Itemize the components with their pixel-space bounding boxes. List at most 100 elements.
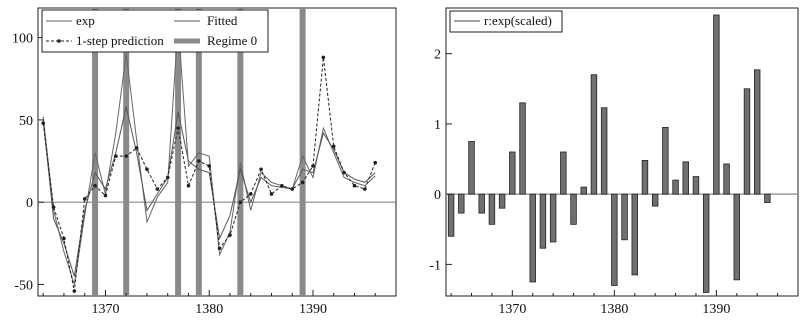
series-line-fitted bbox=[42, 106, 376, 277]
y-tick-label: 100 bbox=[12, 32, 33, 47]
regime-band bbox=[299, 8, 306, 296]
residual-bar bbox=[570, 193, 577, 225]
prediction-point bbox=[93, 183, 97, 188]
residual-bar bbox=[549, 193, 557, 243]
prediction-point bbox=[197, 159, 201, 163]
residual-bar bbox=[672, 179, 679, 195]
prediction-point bbox=[103, 193, 108, 198]
residual-bar bbox=[682, 161, 689, 195]
right-plot-frame bbox=[445, 7, 799, 297]
x-tick-label: 1380 bbox=[600, 302, 628, 317]
y-tick-label: -1 bbox=[429, 258, 441, 273]
residual-bar bbox=[631, 193, 638, 276]
y-tick-label: 0 bbox=[434, 188, 441, 203]
prediction-point bbox=[134, 146, 139, 150]
prediction-point bbox=[290, 187, 295, 191]
residual-bar bbox=[753, 69, 761, 195]
regime-band bbox=[195, 8, 202, 296]
legend-marker-prediction bbox=[57, 39, 61, 43]
prediction-point bbox=[352, 183, 357, 188]
prediction-point bbox=[280, 183, 284, 188]
right-legend: r:exp(scaled) bbox=[449, 10, 563, 33]
residual-bar bbox=[580, 186, 587, 195]
prediction-point bbox=[176, 126, 180, 130]
residual-bar bbox=[539, 193, 547, 249]
x-axis-ticks: 1370 1380 1390 bbox=[42, 290, 397, 317]
residual-bar bbox=[458, 193, 465, 214]
residual-bar bbox=[764, 193, 771, 203]
x-tick-label: 1390 bbox=[299, 302, 327, 317]
residual-bar bbox=[611, 193, 618, 286]
residual-bar bbox=[723, 163, 730, 195]
regime-band bbox=[175, 8, 182, 296]
legend-label-regime: Regime 0 bbox=[207, 33, 257, 48]
legend-label-fitted: Fitted bbox=[207, 13, 238, 28]
residual-bar bbox=[498, 193, 506, 209]
x-tick-label: 1380 bbox=[195, 302, 223, 317]
series-line-1-step-prediction bbox=[42, 57, 376, 292]
prediction-point bbox=[124, 154, 129, 158]
prediction-point bbox=[269, 192, 274, 196]
y-axis-ticks: -50 0 50 100 bbox=[12, 32, 44, 293]
prediction-point bbox=[41, 121, 45, 125]
residual-bar bbox=[702, 193, 710, 293]
prediction-point bbox=[331, 144, 336, 149]
y-tick-label: 1 bbox=[434, 118, 441, 133]
residual-bar bbox=[447, 193, 455, 237]
residual-bar bbox=[713, 14, 720, 195]
prediction-point bbox=[238, 200, 243, 204]
residual-bar bbox=[641, 160, 649, 195]
left-plot-frame bbox=[37, 7, 397, 297]
prediction-point bbox=[82, 197, 87, 201]
prediction-point bbox=[321, 55, 326, 60]
legend-label-prediction: 1-step prediction bbox=[76, 33, 164, 48]
residual-bar bbox=[560, 151, 567, 195]
prediction-point bbox=[207, 164, 212, 168]
y-tick-label: 50 bbox=[19, 114, 33, 129]
legend-label-residual: r:exp(scaled) bbox=[484, 13, 552, 28]
residual-bar bbox=[662, 127, 669, 195]
regime-band bbox=[92, 8, 99, 296]
prediction-point bbox=[363, 187, 367, 191]
regime-bands bbox=[92, 8, 306, 296]
prediction-point bbox=[217, 246, 222, 251]
prediction-point bbox=[165, 175, 170, 180]
legend-box bbox=[41, 9, 269, 53]
x-axis-ticks: 1370 1380 1390 bbox=[450, 290, 799, 317]
prediction-point bbox=[259, 167, 263, 172]
prediction-point bbox=[373, 160, 378, 165]
residual-bar bbox=[590, 74, 598, 195]
x-tick-label: 1370 bbox=[91, 302, 119, 317]
prediction-point bbox=[72, 289, 77, 293]
prediction-point bbox=[62, 236, 66, 241]
prediction-point bbox=[300, 180, 305, 185]
right-chart-panel: 1370 1380 1390 -1 0 1 2 r:exp(scaled) bbox=[429, 7, 799, 317]
residual-bar bbox=[519, 102, 526, 195]
residual-bar bbox=[651, 193, 659, 207]
prediction-point bbox=[51, 205, 56, 209]
prediction-point bbox=[342, 170, 346, 175]
prediction-point bbox=[155, 187, 160, 191]
series-lines bbox=[41, 24, 378, 293]
left-legend: exp 1-step prediction Fitted Regime 0 bbox=[41, 9, 269, 53]
prediction-point bbox=[228, 233, 232, 237]
residual-bar bbox=[733, 193, 740, 281]
y-tick-label: -50 bbox=[14, 278, 33, 293]
residual-bars bbox=[447, 14, 771, 293]
residual-bar bbox=[468, 141, 475, 195]
residual-bar bbox=[529, 193, 536, 283]
prediction-point bbox=[145, 167, 149, 172]
y-tick-label: 2 bbox=[434, 48, 441, 63]
legend-box bbox=[449, 10, 563, 33]
prediction-point bbox=[311, 164, 315, 168]
residual-bar bbox=[600, 107, 608, 195]
left-chart-panel: 1370 1380 1390 -50 0 50 100 exp 1-step predic… bbox=[12, 7, 397, 317]
regime-band bbox=[237, 8, 244, 296]
regime-band bbox=[123, 8, 130, 296]
residual-bar bbox=[692, 176, 700, 195]
residual-bar bbox=[488, 193, 496, 225]
x-tick-label: 1390 bbox=[702, 302, 730, 317]
residual-bar bbox=[621, 193, 628, 241]
y-tick-label: 0 bbox=[26, 196, 33, 211]
